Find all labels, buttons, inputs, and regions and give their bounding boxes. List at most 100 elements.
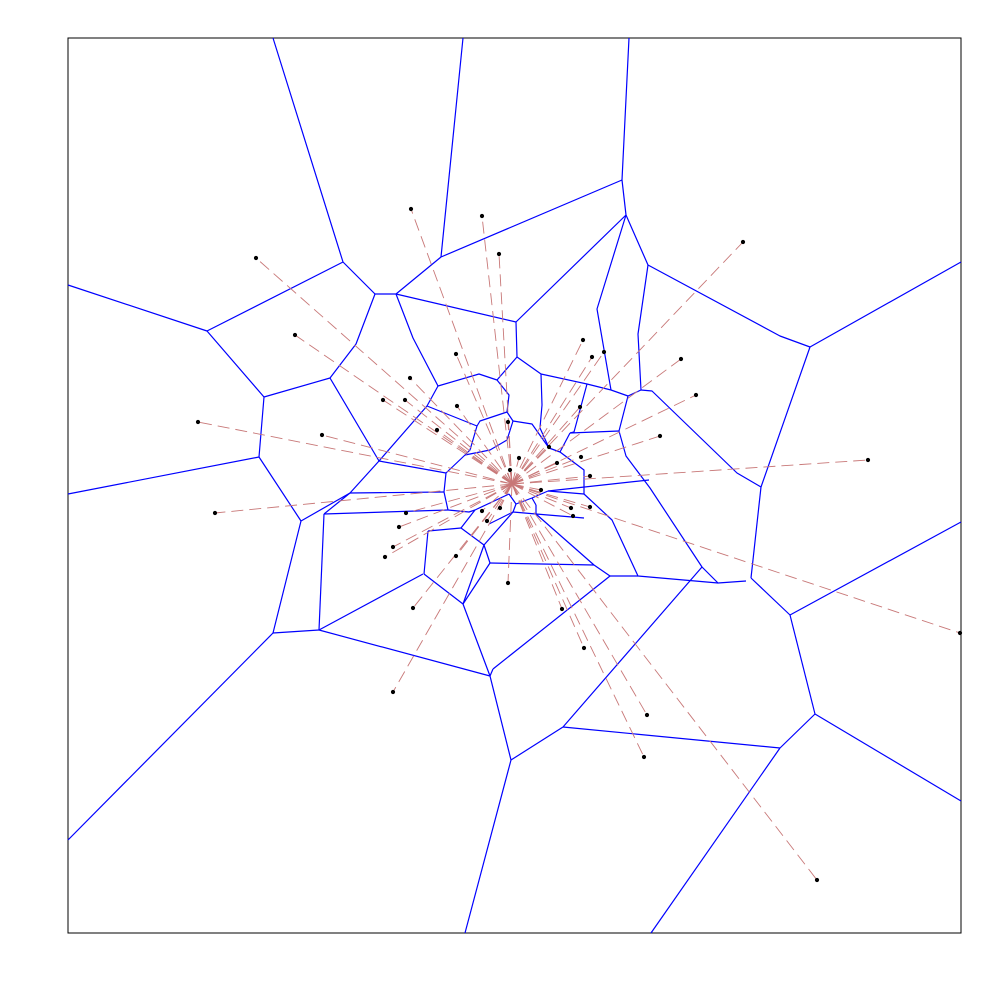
ray-line xyxy=(481,483,513,512)
ray-line xyxy=(511,483,563,610)
voronoi-edge xyxy=(547,479,650,492)
seed-point xyxy=(410,605,416,611)
ray-line xyxy=(511,241,744,485)
voronoi-edge xyxy=(559,451,585,494)
voronoi-edge xyxy=(67,632,274,841)
voronoi-edge xyxy=(547,490,585,495)
voronoi-edge xyxy=(492,575,611,670)
voronoi-edge xyxy=(440,37,464,258)
seed-point xyxy=(678,356,684,362)
ray-line xyxy=(481,215,513,485)
voronoi-edge xyxy=(506,411,514,422)
seed-point xyxy=(390,544,396,550)
voronoi-edge xyxy=(559,432,571,453)
ray-line xyxy=(507,421,513,485)
seed-point xyxy=(497,505,503,511)
voronoi-edge xyxy=(548,447,561,453)
voronoi-edge xyxy=(489,668,494,677)
ray-line xyxy=(456,405,513,485)
ray-line xyxy=(405,483,513,514)
seed-point xyxy=(693,392,699,398)
seed-point xyxy=(587,473,593,479)
seed-point xyxy=(957,630,963,636)
seed-point xyxy=(479,213,485,219)
ray-line xyxy=(511,351,605,485)
voronoi-edge xyxy=(531,490,549,499)
ray-line xyxy=(384,483,513,558)
voronoi-edge xyxy=(423,530,429,575)
ray-line xyxy=(409,377,513,485)
voronoi-edge xyxy=(323,509,449,515)
ray-line xyxy=(392,483,513,548)
voronoi-edge xyxy=(258,456,302,522)
voronoi-edge xyxy=(569,383,588,434)
seed-point xyxy=(319,432,325,438)
voronoi-edge xyxy=(489,675,512,761)
voronoi-edge xyxy=(488,511,514,525)
voronoi-edge xyxy=(583,493,719,584)
voronoi-edge xyxy=(462,544,485,605)
voronoi-edge xyxy=(610,389,629,397)
voronoi-edge xyxy=(440,179,623,258)
voronoi-edge xyxy=(515,214,627,358)
seed-point xyxy=(657,433,663,439)
voronoi-edge xyxy=(535,513,595,566)
voronoi-edge xyxy=(512,420,550,449)
voronoi-edge xyxy=(483,511,514,546)
voronoi-edge xyxy=(464,759,512,934)
ray-line xyxy=(382,399,513,485)
voronoi-edge xyxy=(323,492,351,515)
seed-point xyxy=(516,455,522,461)
seed-point xyxy=(407,375,413,381)
seed-point xyxy=(546,444,552,450)
voronoi-edge xyxy=(445,454,466,474)
voronoi-edge xyxy=(750,486,762,579)
ray-line xyxy=(214,483,513,514)
voronoi-edge xyxy=(569,430,620,434)
ray-line xyxy=(511,456,582,485)
voronoi-edge xyxy=(789,521,962,616)
seed-point xyxy=(601,349,607,355)
ray-line xyxy=(511,483,542,491)
ray-line xyxy=(511,483,818,881)
ray-line xyxy=(511,435,661,485)
voronoi-edge xyxy=(750,577,791,616)
voronoi-edge xyxy=(318,513,325,631)
voronoi-edge xyxy=(395,293,439,387)
voronoi-edge xyxy=(535,513,585,519)
voronoi-edge xyxy=(637,264,649,391)
ray-line xyxy=(511,394,697,485)
seed-point xyxy=(403,510,409,516)
voronoi-edge xyxy=(562,566,703,728)
seed-point xyxy=(408,206,414,212)
ray-line xyxy=(294,334,513,485)
seed-point xyxy=(578,454,584,460)
seed-point xyxy=(434,427,440,433)
voronoi-edge xyxy=(263,377,331,398)
seed-point xyxy=(581,645,587,651)
ray-line xyxy=(511,459,869,485)
seed-point xyxy=(644,712,650,718)
ray-line xyxy=(321,434,513,485)
seed-point xyxy=(453,351,459,357)
voronoi-edge xyxy=(814,713,962,802)
seed-point xyxy=(814,877,820,883)
voronoi-edge xyxy=(512,511,537,515)
seed-point xyxy=(454,403,460,409)
radial-rays xyxy=(197,208,961,881)
seed-point xyxy=(380,397,386,403)
voronoi-edge xyxy=(318,629,491,677)
ray-line xyxy=(511,446,550,485)
ray-line xyxy=(509,469,513,485)
seed-point xyxy=(292,332,298,338)
ray-line xyxy=(511,483,591,508)
ray-line xyxy=(412,483,513,609)
ray-line xyxy=(455,483,513,557)
seed-point xyxy=(390,689,396,695)
seed-point xyxy=(212,510,218,516)
voronoi-edge xyxy=(464,420,514,456)
voronoi-edge xyxy=(462,562,491,605)
ray-line xyxy=(486,483,513,522)
ray-line xyxy=(511,462,558,485)
